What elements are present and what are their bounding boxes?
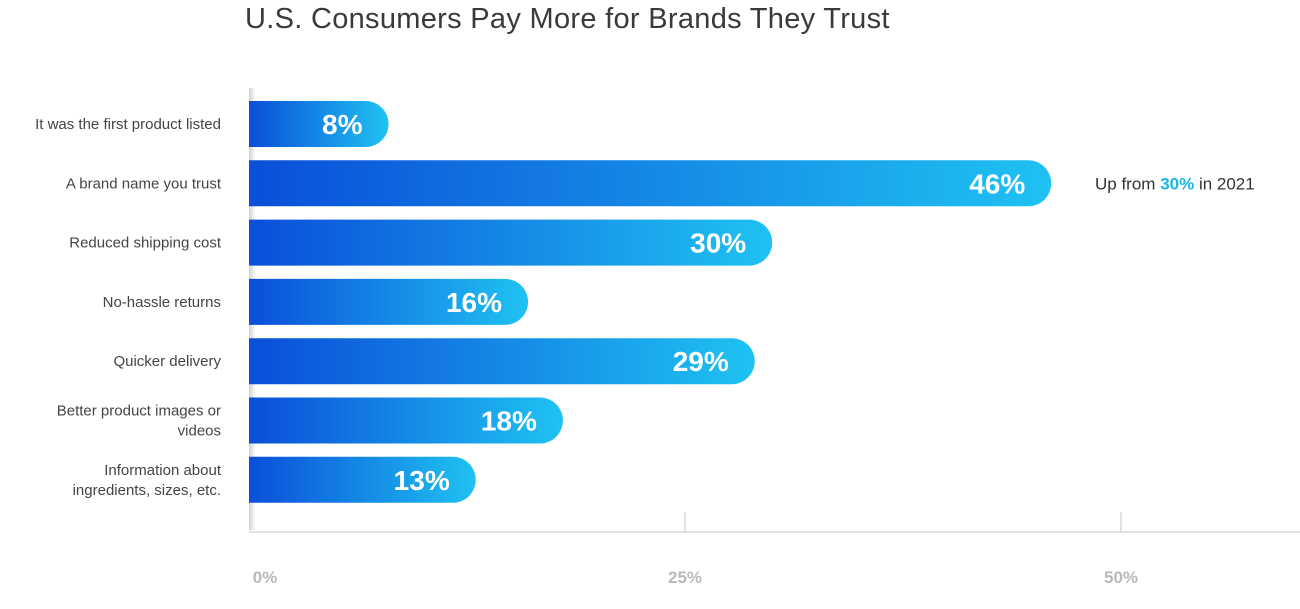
bar-value-label: 30%: [690, 228, 746, 259]
x-tick-label: 0%: [253, 568, 278, 587]
x-tick-label: 25%: [668, 568, 702, 587]
bar: [249, 101, 389, 147]
x-tick-label: 50%: [1104, 568, 1138, 587]
category-label: Information about ingredients, sizes, etc…: [73, 462, 222, 499]
bar-value-label: 16%: [446, 287, 502, 318]
bar-value-label: 18%: [481, 406, 537, 437]
bar: [249, 456, 476, 503]
bar-value-label: 13%: [394, 465, 450, 496]
bar: [249, 338, 755, 385]
category-label: No-hassle returns: [103, 294, 221, 311]
bar: [249, 160, 1052, 207]
bar-value-label: 46%: [969, 168, 1025, 199]
category-label: It was the first product listed: [35, 116, 221, 133]
bar: [249, 219, 773, 266]
bar-value-label: 8%: [322, 109, 363, 140]
category-label: Better product images or videos: [57, 403, 221, 440]
bar: [249, 397, 563, 444]
category-label: A brand name you trust: [66, 175, 222, 192]
category-label: Quicker delivery: [113, 353, 221, 370]
bar: [249, 278, 529, 325]
bar-annotation: Up from 30% in 2021: [1095, 174, 1255, 193]
chart-title: U.S. Consumers Pay More for Brands They …: [245, 3, 890, 35]
category-label: Reduced shipping cost: [69, 235, 222, 252]
bar-value-label: 29%: [673, 346, 729, 377]
